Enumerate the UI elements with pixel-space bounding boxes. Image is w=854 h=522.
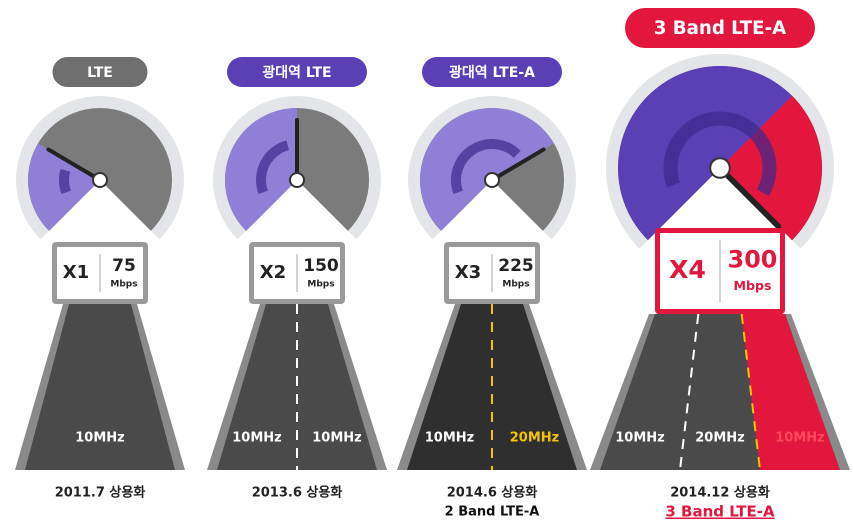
road xyxy=(217,304,377,470)
speed-unit: Mbps xyxy=(307,280,334,290)
speed: 75 xyxy=(112,256,136,276)
speed: 225 xyxy=(498,256,534,276)
lane-label: 10MHz xyxy=(232,431,281,446)
note: 2 Band LTE-A xyxy=(445,505,540,520)
gauge-needle xyxy=(490,147,546,182)
speed-unit: Mbps xyxy=(110,280,137,290)
lane-label: 10MHz xyxy=(312,431,361,446)
gauge-hub xyxy=(484,172,500,188)
multiplier: X4 xyxy=(669,255,706,284)
gauge-needle xyxy=(46,147,102,182)
lane-label: 20MHz xyxy=(510,431,559,446)
multiplier: X1 xyxy=(63,262,89,283)
date: 2013.6 상용화 xyxy=(252,485,343,501)
speed: 150 xyxy=(303,256,339,276)
gauge-arrow xyxy=(256,140,290,195)
date: 2014.12 상용화 xyxy=(670,485,770,501)
label-text: 광대역 LTE xyxy=(262,64,331,81)
lane-label: 20MHz xyxy=(695,431,744,446)
road xyxy=(407,304,577,470)
label-pill xyxy=(227,57,367,87)
label-text: 광대역 LTE-A xyxy=(449,64,535,81)
lane-label: 10MHz xyxy=(425,431,474,446)
gauge-arrow xyxy=(663,111,777,197)
panel: 10MHz 20MHz 광대역 LTE-A X3 225 Mbps 2014.6 상용화 2 … xyxy=(397,57,587,520)
lane-label: 10MHz xyxy=(775,431,824,446)
speed: 300 xyxy=(728,246,778,274)
multiplier: X3 xyxy=(455,262,481,283)
note: 3 Band LTE-A xyxy=(665,503,775,521)
gauge-fill xyxy=(420,107,554,231)
panel: 10MHz 10MHz 광대역 LTE X2 150 Mbps 2013.6 상용화 xyxy=(207,57,387,501)
date: 2014.6 상용화 xyxy=(447,485,538,501)
label-text: LTE xyxy=(87,65,113,81)
road xyxy=(25,304,175,470)
label-text: 3 Band LTE-A xyxy=(654,18,786,39)
red-lane xyxy=(741,314,840,470)
label-pill xyxy=(422,57,562,87)
label-pill xyxy=(625,8,815,48)
speed-unit: Mbps xyxy=(502,280,529,290)
lane-divider xyxy=(679,313,700,471)
gauge-hub xyxy=(92,172,108,188)
panel: 10MHz 20MHz 10MHz 3 Band LTE-A X4 300 Mbps 2014… xyxy=(590,8,850,521)
gauge-needle xyxy=(717,165,782,230)
gauge-hub xyxy=(709,157,731,179)
gauge-arrow xyxy=(59,168,71,195)
lane-label: 10MHz xyxy=(75,431,124,446)
gauge-hub xyxy=(289,172,305,188)
panel: 10MHz LTE X1 75 Mbps 2011.7 상용화 xyxy=(15,57,185,501)
date: 2011.7 상용화 xyxy=(55,485,146,501)
lane-label: 10MHz xyxy=(615,431,664,446)
gauge-arrow xyxy=(451,139,521,195)
lane-divider xyxy=(740,313,761,471)
speed-unit: Mbps xyxy=(733,278,771,293)
multiplier: X2 xyxy=(260,262,286,283)
label-pill xyxy=(52,57,148,87)
